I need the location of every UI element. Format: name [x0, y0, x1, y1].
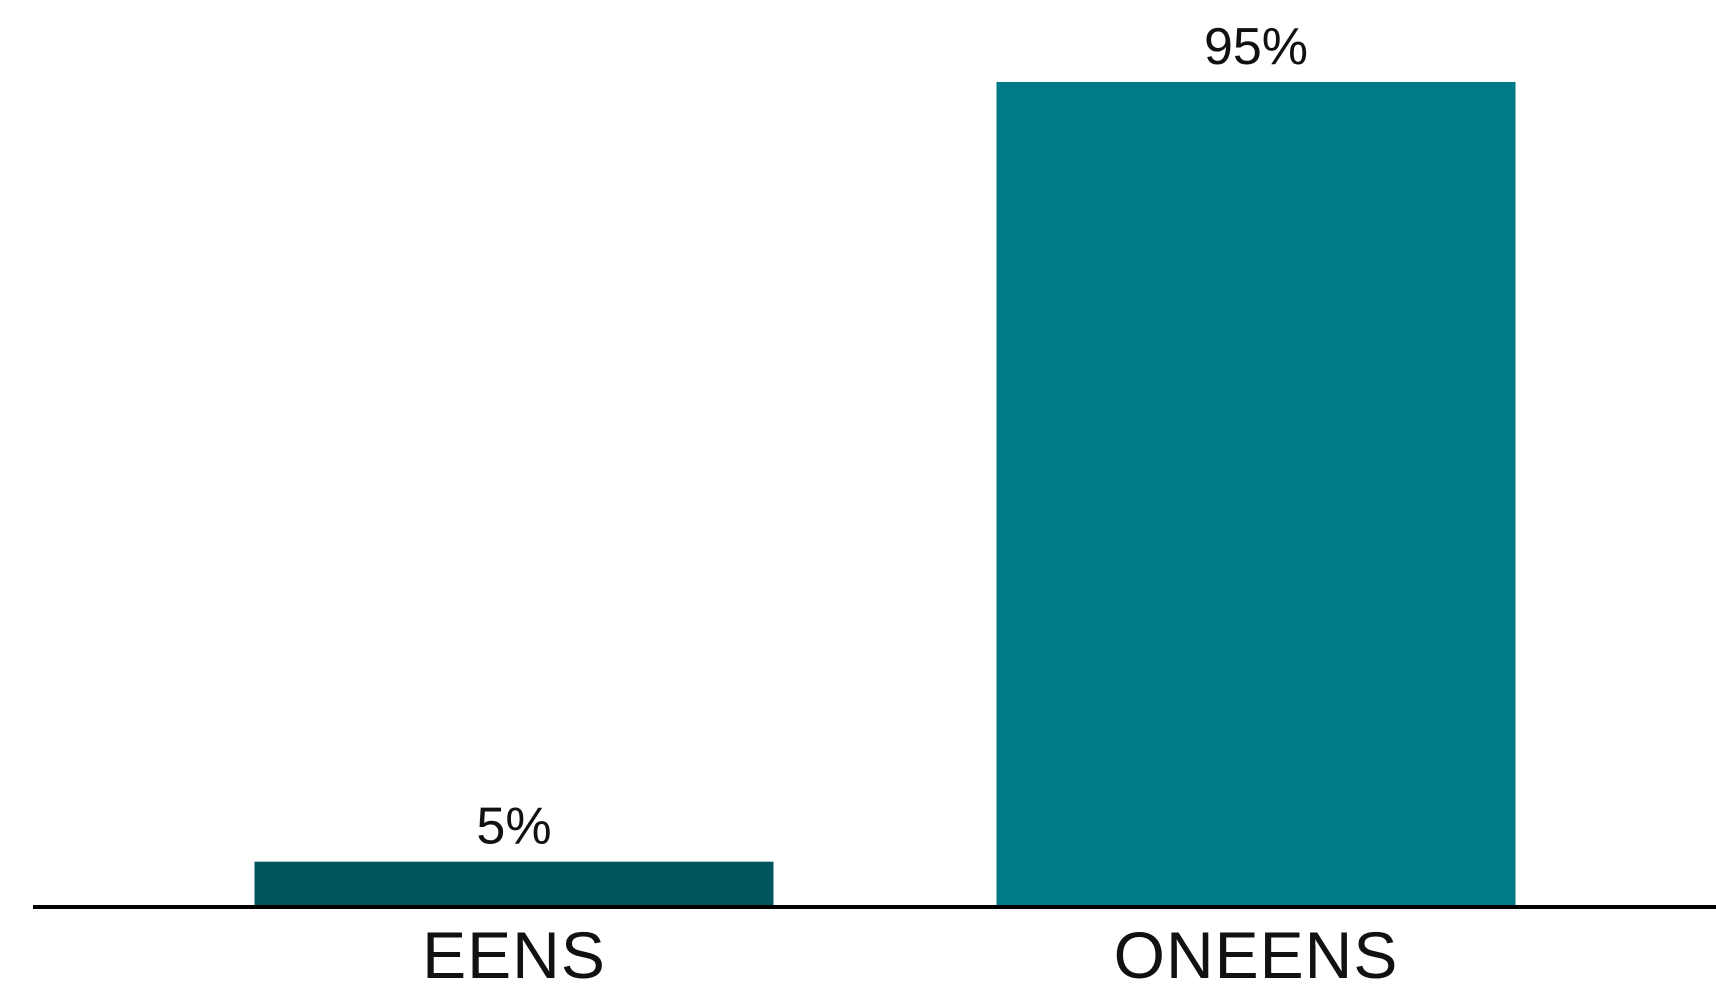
bars-group: [254, 82, 1516, 905]
bar-eens: [254, 861, 774, 905]
category-labels-group: EENS ONEENS: [422, 918, 1399, 992]
value-labels-group: 5% 95%: [476, 18, 1308, 856]
category-label-eens: EENS: [422, 918, 606, 987]
category-label-oneens: ONEENS: [1114, 918, 1399, 987]
value-label-eens: 5%: [476, 798, 551, 856]
value-label-oneens: 95%: [1204, 18, 1308, 76]
bar-oneens: [996, 82, 1516, 905]
